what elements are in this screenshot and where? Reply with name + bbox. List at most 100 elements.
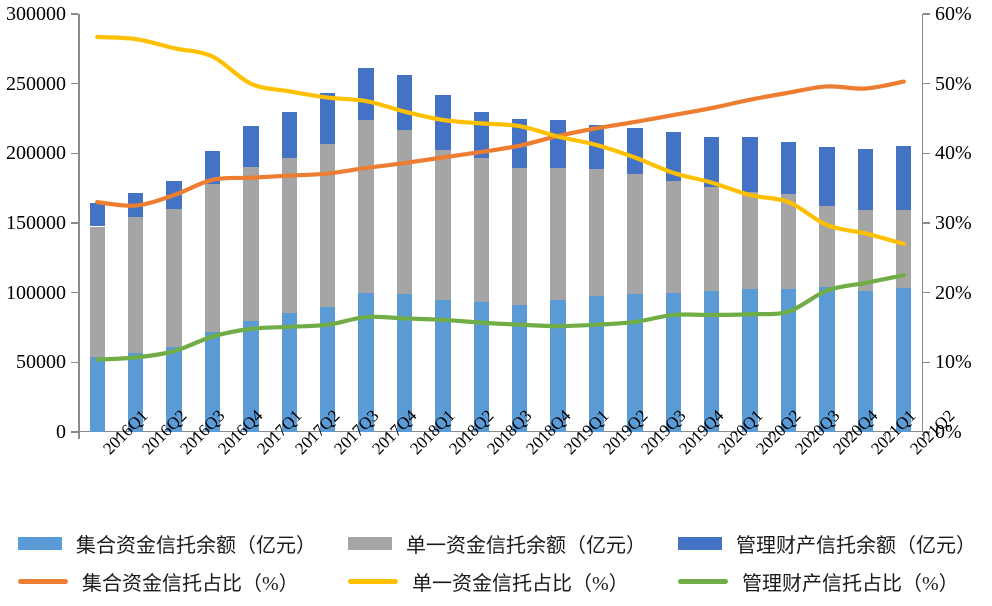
legend-label: 单一资金信托占比（%）: [412, 572, 629, 595]
bar-segment: [588, 168, 605, 297]
bar-segment: [127, 353, 144, 432]
bar-segment: [627, 173, 643, 295]
x-axis-label: 2016Q2: [137, 406, 191, 459]
line-series: [95, 79, 906, 208]
bar-segment: [473, 302, 489, 432]
legend-item[interactable]: 集合资金信托余额（亿元）: [18, 529, 348, 558]
plot-area: 0 50000 100000 150000 200000 250000 300000 0% 1…: [6, 4, 972, 442]
bar-segment: [281, 312, 297, 432]
bar-group: [896, 146, 912, 432]
legend-label: 管理财产信托余额（亿元）: [736, 534, 976, 557]
right-axis-tick-label: 50%: [935, 72, 972, 95]
bar-segment: [127, 216, 144, 354]
left-axis-tick: [71, 13, 78, 15]
x-axis-label: 2021Q1: [867, 406, 920, 459]
bar-segment: [396, 294, 413, 432]
bar-group: [243, 126, 259, 432]
x-axis-label: 2017Q1: [253, 406, 306, 459]
right-axis-tick-label: 20%: [935, 281, 972, 304]
bar-swatch-light-blue: [18, 536, 62, 550]
right-axis-tick-label: 0%: [935, 421, 962, 443]
x-axis-tick: [846, 432, 848, 439]
bar-group: [127, 193, 144, 432]
bar-segment: [896, 287, 912, 432]
bar-swatch-gray: [348, 536, 392, 550]
bar-segment: [704, 186, 720, 292]
legend-item[interactable]: 管理财产信托余额（亿元）: [678, 529, 978, 558]
bar-group: [281, 111, 297, 432]
x-axis-label: 2021Q2: [906, 406, 959, 459]
legend-label: 单一资金信托余额（亿元）: [406, 534, 646, 557]
x-axis-tick: [615, 432, 618, 439]
x-axis-label: 2017Q4: [368, 406, 421, 459]
x-axis-label: 2017Q2: [291, 406, 344, 459]
legend-label: 集合资金信托余额（亿元）: [76, 534, 316, 557]
bar-segment: [665, 131, 682, 182]
bar-group: [665, 131, 682, 432]
chart-legend: 集合资金信托余额（亿元） 单一资金信托余额（亿元） 管理财产信托余额（亿元） 集合资金…: [18, 524, 978, 600]
legend-item[interactable]: 集合资金信托占比（%）: [18, 567, 348, 596]
right-axis-tick: [923, 291, 930, 294]
bar-segment: [857, 149, 874, 210]
bar-segment: [319, 306, 336, 432]
bar-group: [512, 119, 528, 432]
bar-segment: [780, 142, 797, 194]
legend-row: 集合资金信托余额（亿元） 单一资金信托余额（亿元） 管理财产信托余额（亿元）: [18, 524, 978, 562]
bar-segment: [435, 299, 451, 432]
left-axis-tick-label: 300000: [6, 3, 66, 25]
bar-group: [780, 142, 797, 432]
bar-segment: [204, 332, 221, 432]
x-axis-label: 2020Q3: [790, 406, 844, 459]
right-axis-tick-label: 10%: [935, 351, 972, 374]
bar-segment: [704, 291, 720, 432]
x-axis-label: 2018Q3: [483, 406, 536, 459]
left-axis-tick: [71, 361, 78, 364]
bar-group: [588, 124, 605, 432]
right-axis-tick: [923, 82, 930, 85]
line-swatch-yellow: [348, 578, 398, 584]
line-swatch-green: [678, 578, 728, 584]
line-series: [95, 34, 906, 246]
bar-swatch-dark-blue: [678, 536, 722, 550]
bar-group: [627, 127, 643, 432]
right-axis-tick: [923, 222, 930, 224]
bar-segment: [281, 111, 297, 159]
x-axis-tick: [807, 432, 810, 439]
x-axis-tick: [78, 432, 80, 439]
bar-group: [358, 67, 374, 432]
bar-segment: [896, 209, 912, 288]
left-axis-tick: [71, 82, 78, 85]
legend-item[interactable]: 管理财产信托占比（%）: [678, 567, 978, 596]
x-axis-tick: [923, 432, 925, 439]
legend-item[interactable]: 单一资金信托余额（亿元）: [348, 529, 678, 558]
bar-segment: [857, 209, 874, 292]
bar-segment: [281, 158, 297, 313]
x-axis-tick: [116, 432, 118, 439]
x-axis-tick: [154, 432, 157, 439]
left-axis-tick: [71, 222, 78, 224]
bar-group: [204, 151, 221, 432]
right-axis-tick: [923, 13, 930, 15]
bar-segment: [896, 146, 912, 210]
legend-label: 集合资金信托占比（%）: [82, 572, 299, 595]
bar-segment: [358, 293, 374, 432]
right-axis-tick: [923, 152, 930, 155]
lines-layer: [95, 34, 906, 362]
bar-segment: [550, 299, 566, 432]
x-axis-label: 2016Q3: [176, 406, 229, 459]
bar-segment: [704, 136, 720, 187]
bar-segment: [358, 67, 374, 120]
right-axis-tick-label: 40%: [935, 142, 972, 165]
right-axis-tick-label: 30%: [935, 212, 972, 234]
x-axis-tick: [193, 432, 195, 439]
x-axis-label: 2018Q4: [521, 406, 575, 459]
bar-segment: [396, 75, 413, 131]
legend-item[interactable]: 单一资金信托占比（%）: [348, 567, 678, 596]
x-axis-tick: [730, 432, 733, 439]
bar-group: [550, 119, 566, 432]
x-axis-label: 2020Q1: [714, 406, 767, 459]
bar-segment: [550, 167, 566, 300]
bar-segment: [89, 226, 105, 357]
x-axis-tick: [308, 432, 310, 439]
bar-group: [435, 94, 451, 432]
